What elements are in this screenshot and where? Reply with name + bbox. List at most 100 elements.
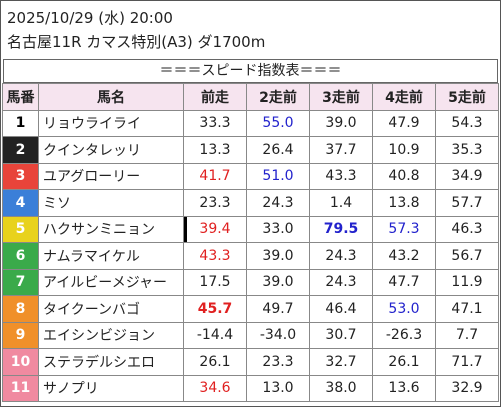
speed-index: 55.0 [246, 109, 310, 137]
speed-index: 13.8 [372, 189, 436, 217]
speed-index: 11.9 [435, 268, 499, 296]
speed-index: 33.0 [246, 215, 310, 243]
horse-number: 8 [2, 295, 39, 323]
speed-index: 7.7 [435, 321, 499, 349]
speed-index: 26.1 [183, 348, 247, 376]
horse-row: 3 ユアグローリー 41.7 51.0 43.3 40.8 34.9 [2, 162, 499, 190]
horse-number: 9 [2, 321, 39, 349]
speed-index: 17.5 [183, 268, 247, 296]
horse-row: 7 アイルビーメジャー 17.5 39.0 24.3 47.7 11.9 [2, 268, 499, 296]
column-header: 前走 [183, 83, 247, 111]
speed-index: 13.3 [183, 136, 247, 164]
horse-row: 8 タイクーンバゴ 45.7 49.7 46.4 53.0 47.1 [2, 295, 499, 323]
speed-index: 47.1 [435, 295, 499, 323]
speed-index: 38.0 [309, 374, 373, 402]
speed-index: 35.3 [435, 136, 499, 164]
speed-index: 39.0 [246, 268, 310, 296]
horse-number: 1 [2, 109, 39, 137]
speed-index: 46.3 [435, 215, 499, 243]
column-header: 4走前 [372, 83, 436, 111]
speed-index: 33.3 [183, 109, 247, 137]
speed-index: 47.9 [372, 109, 436, 137]
speed-index: 43.3 [309, 162, 373, 190]
horse-name: タイクーンバゴ [38, 295, 184, 323]
speed-index: 13.6 [372, 374, 436, 402]
column-header: 3走前 [309, 83, 373, 111]
column-header: 馬番 [2, 83, 39, 111]
horse-number: 10 [2, 348, 39, 376]
horse-number: 5 [2, 215, 39, 243]
speed-index: 79.5 [309, 215, 373, 243]
speed-index: 24.3 [246, 189, 310, 217]
speed-index: 43.3 [183, 242, 247, 270]
speed-table: 馬番 馬名 前走 2走前 3走前 4走前 5走前 1 リョウライライ 33.3 55.0 39.0 4… [2, 83, 499, 402]
speed-index: 24.3 [309, 242, 373, 270]
speed-index: -14.4 [183, 321, 247, 349]
speed-index: 32.9 [435, 374, 499, 402]
horse-name: アイルビーメジャー [38, 268, 184, 296]
speed-index: 40.8 [372, 162, 436, 190]
column-header: 2走前 [246, 83, 310, 111]
horse-row: 10 ステラデルシエロ 26.1 23.3 32.7 26.1 71.7 [2, 348, 499, 376]
speed-index: 24.3 [309, 268, 373, 296]
column-header: 5走前 [435, 83, 499, 111]
horse-name: サノプリ [38, 374, 184, 402]
speed-index: 57.7 [435, 189, 499, 217]
speed-index: 71.7 [435, 348, 499, 376]
speed-index: 47.7 [372, 268, 436, 296]
speed-index: 26.4 [246, 136, 310, 164]
horse-name: ステラデルシエロ [38, 348, 184, 376]
speed-index: 43.2 [372, 242, 436, 270]
horse-name: ナムラマイケル [38, 242, 184, 270]
speed-index: 39.0 [246, 242, 310, 270]
speed-index: 45.7 [183, 295, 247, 323]
horse-name: エイシンビジョン [38, 321, 184, 349]
horse-number: 6 [2, 242, 39, 270]
speed-index: 53.0 [372, 295, 436, 323]
horse-row: 5 ハクサンミニョン 39.4 33.0 79.5 57.3 46.3 [2, 215, 499, 243]
speed-index: 13.0 [246, 374, 310, 402]
column-header: 馬名 [38, 83, 184, 111]
horse-number: 3 [2, 162, 39, 190]
horse-row: 9 エイシンビジョン -14.4 -34.0 30.7 -26.3 7.7 [2, 321, 499, 349]
speed-index: 34.9 [435, 162, 499, 190]
horse-row: 11 サノプリ 34.6 13.0 38.0 13.6 32.9 [2, 374, 499, 402]
horse-name: ミソ [38, 189, 184, 217]
horse-row: 6 ナムラマイケル 43.3 39.0 24.3 43.2 56.7 [2, 242, 499, 270]
horse-row: 2 クインタレッリ 13.3 26.4 37.7 10.9 35.3 [2, 136, 499, 164]
speed-index: 34.6 [183, 374, 247, 402]
horse-name: クインタレッリ [38, 136, 184, 164]
horse-name: ユアグローリー [38, 162, 184, 190]
speed-index: 46.4 [309, 295, 373, 323]
speed-index: 23.3 [246, 348, 310, 376]
horse-name: ハクサンミニョン [38, 215, 184, 243]
speed-index: 32.7 [309, 348, 373, 376]
horse-row: 1 リョウライライ 33.3 55.0 39.0 47.9 54.3 [2, 109, 499, 137]
speed-index: 1.4 [309, 189, 373, 217]
speed-index: 30.7 [309, 321, 373, 349]
race-date: 2025/10/29 (水) 20:00 [7, 9, 173, 27]
speed-index: 39.4 [183, 215, 247, 243]
speed-index: 56.7 [435, 242, 499, 270]
speed-index: 54.3 [435, 109, 499, 137]
speed-index: 51.0 [246, 162, 310, 190]
header-row: 馬番 馬名 前走 2走前 3走前 4走前 5走前 [2, 83, 499, 111]
horse-number: 4 [2, 189, 39, 217]
banner: ＝＝＝スピード指数表＝＝＝ [3, 59, 498, 83]
speed-index: 41.7 [183, 162, 247, 190]
speed-index: 49.7 [246, 295, 310, 323]
speed-index: -26.3 [372, 321, 436, 349]
speed-index: 39.0 [309, 109, 373, 137]
speed-index: -34.0 [246, 321, 310, 349]
horse-number: 7 [2, 268, 39, 296]
speed-index: 37.7 [309, 136, 373, 164]
horse-number: 11 [2, 374, 39, 402]
horse-name: リョウライライ [38, 109, 184, 137]
speed-index: 57.3 [372, 215, 436, 243]
speed-index: 26.1 [372, 348, 436, 376]
horse-row: 4 ミソ 23.3 24.3 1.4 13.8 57.7 [2, 189, 499, 217]
speed-index: 10.9 [372, 136, 436, 164]
horse-number: 2 [2, 136, 39, 164]
